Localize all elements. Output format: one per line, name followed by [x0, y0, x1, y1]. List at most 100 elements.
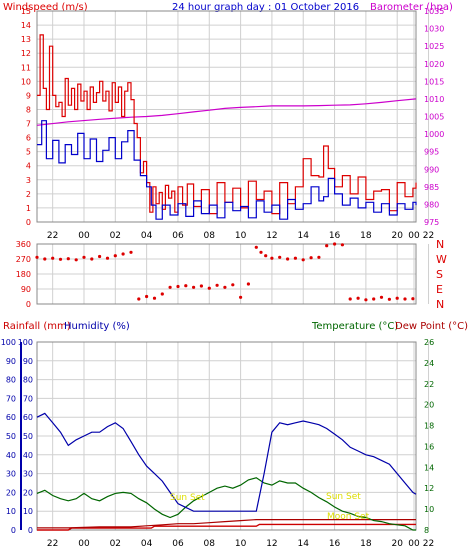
barometer-y-tick-label: 975 [424, 218, 439, 227]
x-tick-label: 14 [298, 231, 310, 241]
wind-y-tick-label: 9 [26, 91, 31, 100]
wind-y-tick-label: 14 [21, 21, 31, 30]
x-tick-label: 00 [408, 539, 420, 549]
temperature-y-tick-label: 16 [424, 442, 434, 451]
humidity-y-tick-label: 70 [23, 394, 33, 403]
rainfall-line [37, 523, 416, 531]
humidity-y-tick-label: 100 [18, 338, 33, 347]
direction-point [395, 296, 399, 300]
direction-point [223, 285, 227, 289]
humidity-y-tick-label: 30 [23, 470, 33, 479]
wind-plot-frame [36, 10, 417, 223]
direction-point [51, 256, 55, 260]
x-tick-label: 04 [141, 231, 153, 241]
barometer-y-tick-label: 1000 [424, 130, 444, 139]
wind-y-tick-label: 2 [26, 190, 31, 199]
temperature-y-tick-label: 26 [424, 338, 434, 347]
direction-point [160, 292, 164, 296]
windspeed-axis-label: Windspeed (m/s) [3, 2, 88, 13]
direction-point [270, 256, 274, 260]
direction-point [152, 296, 157, 300]
barometer-y-tick-label: 1015 [424, 77, 444, 86]
x-tick-label: 12 [266, 231, 277, 241]
barometer-y-tick-label: 1030 [424, 25, 444, 34]
wind-y-tick-label: 3 [26, 176, 31, 185]
direction-point [278, 255, 282, 259]
graph-title: 24 hour graph day : 01 October 2016 [172, 2, 359, 13]
wind-y-tick-label: 4 [26, 162, 31, 171]
direction-point [98, 254, 102, 259]
moon-set-label: Moon Set [327, 512, 370, 522]
direction-point [348, 297, 352, 301]
x-tick-label: 10 [235, 231, 247, 241]
sun-set-label-1: Sun Set [170, 493, 205, 503]
direction-point [145, 294, 149, 299]
direction-point [113, 254, 117, 258]
direction-point [379, 295, 384, 299]
wind-barometer-chart: Windspeed (m/s) 24 hour graph day : 01 O… [3, 2, 453, 241]
direction-y-ticks: 0 90 180 270 360 [16, 240, 31, 309]
x-tick-label: 18 [360, 231, 372, 241]
barometer-axis-label: Barometer (hpa) [370, 2, 453, 13]
temperature-y-tick-label: 8 [424, 526, 429, 535]
temperature-y-tick-label: 20 [424, 401, 434, 410]
x-tick-label: 02 [110, 231, 121, 241]
direction-point [231, 283, 235, 287]
direction-y-tick-label: 360 [16, 240, 31, 249]
temperature-y-tick-label: 14 [424, 463, 434, 472]
direction-point [259, 250, 263, 254]
direction-point [199, 284, 203, 288]
direction-point [387, 297, 391, 301]
direction-point [264, 254, 268, 258]
direction-point [58, 257, 63, 261]
direction-point [35, 255, 39, 259]
direction-point [254, 245, 258, 249]
direction-point [129, 250, 133, 254]
direction-y-tick-label: 90 [21, 285, 31, 294]
direction-point [121, 252, 125, 256]
wind-average-line [37, 120, 417, 220]
dewpoint-line [37, 519, 416, 529]
wind-y-tick-label: 6 [26, 134, 31, 143]
temperature-line [36, 477, 416, 531]
direction-y-tick-label: 0 [26, 300, 31, 309]
rainfall-axis-label: Rainfall (mm) [3, 321, 71, 332]
humidity-y-tick-label: 10 [23, 507, 33, 516]
wind-y-tick-label: 8 [26, 105, 31, 114]
sun-set-label-2: Sun Set [326, 492, 361, 502]
wind-y-tick-label: 13 [21, 35, 31, 44]
direction-point [43, 257, 47, 261]
temperature-y-tick-label: 10 [424, 505, 434, 514]
direction-point [90, 257, 94, 261]
barometer-y-tick-label: 1010 [424, 95, 444, 104]
x-tick-label: 20 [391, 231, 403, 241]
humidity-y-tick-label: 90 [23, 357, 33, 366]
x-tick-label: 00 [78, 539, 90, 549]
barometer-y-ticks: 975 980 985 990 995 1000 1005 1010 1015 1020 1025 1… [424, 7, 444, 227]
rainfall-y-tick-label: 100 [1, 338, 16, 347]
x-tick-label: 00 [78, 231, 90, 241]
rainfall-y-tick-label: 40 [6, 451, 16, 460]
wind-y-tick-label: 0 [26, 218, 31, 227]
barometer-y-tick-label: 980 [424, 200, 439, 209]
wind-y-tick-label: 12 [21, 49, 31, 58]
direction-point [74, 258, 78, 262]
temperature-axis-label: Temperature (°C) [311, 321, 398, 332]
direction-point [207, 286, 211, 290]
direction-point [137, 297, 141, 301]
temperature-y-tick-label: 18 [424, 422, 434, 431]
barometer-line [36, 98, 417, 126]
bottom-plot-frame [36, 341, 417, 531]
x-tick-label: 04 [141, 539, 153, 549]
compass-label: N [436, 298, 444, 311]
x-tick-label: 16 [329, 539, 341, 549]
direction-point [105, 256, 110, 260]
wind-y-tick-label: 5 [26, 148, 31, 157]
temperature-y-tick-label: 12 [424, 484, 434, 493]
direction-point [215, 283, 219, 287]
x-tick-label: 22 [47, 231, 58, 241]
